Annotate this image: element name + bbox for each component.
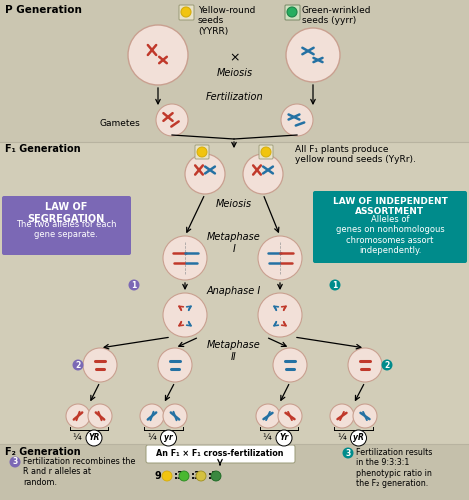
Circle shape bbox=[258, 293, 302, 337]
Text: Alleles of
genes on nonhomologous
chromosomes assort
independently.: Alleles of genes on nonhomologous chromo… bbox=[336, 215, 444, 255]
Circle shape bbox=[73, 360, 83, 370]
Circle shape bbox=[140, 404, 164, 428]
FancyBboxPatch shape bbox=[146, 445, 295, 463]
Text: Metaphase
II: Metaphase II bbox=[207, 340, 261, 361]
Text: Gametes: Gametes bbox=[100, 118, 141, 128]
Bar bbox=[0, 142, 469, 444]
Circle shape bbox=[86, 430, 102, 446]
Circle shape bbox=[185, 154, 225, 194]
Text: 1: 1 bbox=[131, 280, 136, 289]
FancyBboxPatch shape bbox=[259, 145, 273, 159]
Text: 2: 2 bbox=[76, 360, 81, 370]
Circle shape bbox=[160, 430, 176, 446]
Circle shape bbox=[286, 28, 340, 82]
Text: ¼: ¼ bbox=[263, 434, 272, 442]
Text: An F₁ × F₁ cross-fertilization: An F₁ × F₁ cross-fertilization bbox=[156, 449, 284, 458]
Text: yR: yR bbox=[353, 434, 364, 442]
Circle shape bbox=[197, 147, 207, 157]
Text: :3: :3 bbox=[191, 471, 202, 481]
FancyBboxPatch shape bbox=[195, 145, 209, 159]
Circle shape bbox=[179, 471, 189, 481]
Circle shape bbox=[276, 430, 292, 446]
Text: :3: :3 bbox=[174, 471, 185, 481]
Circle shape bbox=[163, 293, 207, 337]
Circle shape bbox=[330, 404, 354, 428]
Text: ¼: ¼ bbox=[337, 434, 346, 442]
Text: Meiosis: Meiosis bbox=[217, 68, 253, 78]
Text: LAW OF
SEGREGATION: LAW OF SEGREGATION bbox=[27, 202, 105, 224]
Text: ×: × bbox=[230, 52, 240, 64]
Text: Metaphase
I: Metaphase I bbox=[207, 232, 261, 254]
Text: Fertilization: Fertilization bbox=[206, 92, 264, 102]
Text: F₁ Generation: F₁ Generation bbox=[5, 144, 81, 154]
Text: 3: 3 bbox=[345, 448, 351, 458]
Circle shape bbox=[163, 236, 207, 280]
Circle shape bbox=[196, 471, 206, 481]
Text: yr: yr bbox=[164, 434, 173, 442]
Circle shape bbox=[381, 360, 393, 370]
Circle shape bbox=[281, 104, 313, 136]
Circle shape bbox=[350, 430, 366, 446]
Circle shape bbox=[342, 448, 354, 458]
Circle shape bbox=[156, 104, 188, 136]
Circle shape bbox=[163, 404, 187, 428]
Circle shape bbox=[273, 348, 307, 382]
Circle shape bbox=[278, 404, 302, 428]
Text: Yellow-round
seeds
(YYRR): Yellow-round seeds (YYRR) bbox=[198, 6, 256, 36]
Circle shape bbox=[258, 236, 302, 280]
Circle shape bbox=[88, 404, 112, 428]
Text: 9: 9 bbox=[155, 471, 161, 481]
Text: YR: YR bbox=[88, 434, 100, 442]
Bar bbox=[0, 444, 469, 500]
Circle shape bbox=[158, 348, 192, 382]
Circle shape bbox=[83, 348, 117, 382]
FancyBboxPatch shape bbox=[179, 5, 194, 20]
Text: ¼: ¼ bbox=[73, 434, 82, 442]
Text: Fertilization results
in the 9:3:3:1
phenotypic ratio in
the F₂ generation.: Fertilization results in the 9:3:3:1 phe… bbox=[356, 448, 432, 488]
Circle shape bbox=[128, 25, 188, 85]
Circle shape bbox=[256, 404, 280, 428]
Text: Green-wrinkled
seeds (yyrr): Green-wrinkled seeds (yyrr) bbox=[302, 6, 371, 25]
Circle shape bbox=[353, 404, 377, 428]
Text: P Generation: P Generation bbox=[5, 5, 82, 15]
Circle shape bbox=[211, 471, 221, 481]
Circle shape bbox=[162, 471, 172, 481]
Text: Meiosis: Meiosis bbox=[216, 199, 252, 209]
Text: The two alleles for each
gene separate.: The two alleles for each gene separate. bbox=[16, 220, 116, 240]
Text: All F₁ plants produce
yellow round seeds (YyRr).: All F₁ plants produce yellow round seeds… bbox=[295, 145, 416, 165]
Text: F₂ Generation: F₂ Generation bbox=[5, 447, 81, 457]
Text: Anaphase I: Anaphase I bbox=[207, 286, 261, 296]
Text: 2: 2 bbox=[385, 360, 390, 370]
Circle shape bbox=[181, 7, 191, 17]
Text: Yr: Yr bbox=[280, 434, 288, 442]
Circle shape bbox=[243, 154, 283, 194]
Text: LAW OF INDEPENDENT
ASSORTMENT: LAW OF INDEPENDENT ASSORTMENT bbox=[333, 197, 447, 216]
Circle shape bbox=[129, 280, 139, 290]
Text: ¼: ¼ bbox=[147, 434, 156, 442]
FancyBboxPatch shape bbox=[313, 191, 467, 263]
FancyBboxPatch shape bbox=[2, 196, 131, 255]
Text: :1: :1 bbox=[208, 471, 219, 481]
Circle shape bbox=[66, 404, 90, 428]
Circle shape bbox=[287, 7, 297, 17]
Text: 3: 3 bbox=[12, 458, 18, 466]
Circle shape bbox=[9, 456, 21, 468]
Text: Fertilization recombines the
R and r alleles at
random.: Fertilization recombines the R and r all… bbox=[23, 457, 136, 487]
Circle shape bbox=[330, 280, 340, 290]
Circle shape bbox=[348, 348, 382, 382]
Text: 1: 1 bbox=[333, 280, 338, 289]
Circle shape bbox=[261, 147, 271, 157]
Bar bbox=[0, 0, 469, 142]
FancyBboxPatch shape bbox=[285, 5, 300, 20]
